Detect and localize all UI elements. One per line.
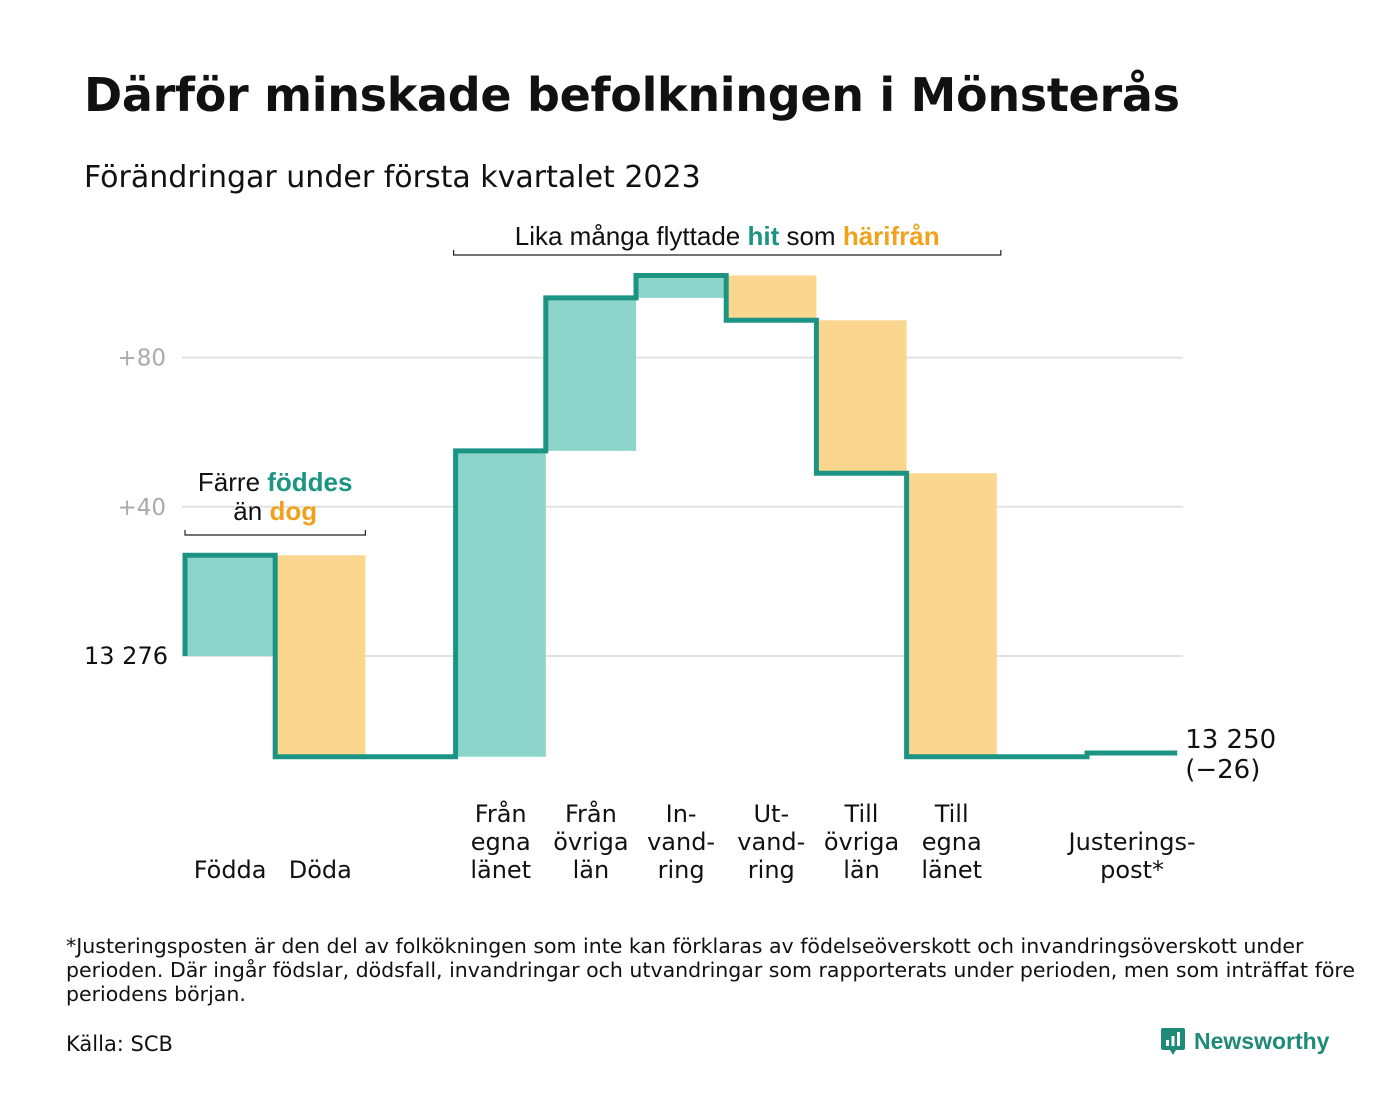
category-label: Döda — [289, 856, 352, 884]
category-label: vand- — [737, 828, 805, 856]
brand-name: Newsworthy — [1194, 1027, 1330, 1054]
category-label: egna — [922, 828, 982, 856]
annotation-births-deaths-line2: än dog — [233, 496, 317, 526]
category-label: övriga — [824, 828, 899, 856]
category-label: länet — [470, 856, 531, 884]
annotation-text: Lika många flyttade — [515, 221, 748, 251]
annotation-text: som — [779, 221, 843, 251]
annotation-text: än — [233, 496, 269, 526]
bar — [638, 275, 727, 298]
y-tick-label: +80 — [117, 346, 166, 372]
category-label: Från — [475, 799, 527, 828]
category-label: vand- — [647, 828, 715, 856]
category-label: Till — [844, 800, 879, 828]
category-label: Justerings- — [1067, 828, 1196, 856]
category-label: ring — [748, 856, 795, 884]
annotation-highlight-in: hit — [747, 221, 779, 251]
bar — [457, 450, 546, 757]
category-label: ring — [658, 856, 705, 884]
category-label: In- — [666, 800, 697, 828]
waterfall-line — [182, 273, 1178, 760]
bar — [908, 473, 997, 757]
y-tick-label: +40 — [117, 495, 166, 521]
annotation-highlight-died: dog — [269, 496, 317, 526]
category-label: Till — [934, 800, 969, 828]
end-change-label: (−26) — [1185, 755, 1260, 785]
bar — [728, 275, 817, 321]
source-note: Källa: SCB — [66, 1032, 173, 1056]
annotation-text: Färre — [198, 467, 267, 497]
category-label: egna — [471, 828, 531, 856]
category-label: länet — [921, 856, 982, 884]
footnote: *Justeringsposten är den del av folkökni… — [66, 934, 1355, 1006]
category-label: Ut- — [753, 800, 789, 828]
annotation-births-deaths: Färre föddes — [198, 467, 353, 497]
annotation-highlight-born: föddes — [267, 467, 352, 497]
brand-logo[interactable]: Newsworthy — [1160, 1026, 1329, 1056]
category-label: Från — [565, 799, 617, 828]
category-label: övriga — [553, 828, 628, 856]
bar — [818, 320, 907, 474]
bar — [187, 555, 276, 656]
chart-subtitle: Förändringar under första kvartalet 2023 — [84, 160, 701, 195]
annotation-bracket — [184, 530, 366, 536]
category-label: län — [573, 856, 610, 884]
start-value-label: 13 276 — [84, 642, 168, 670]
annotation-bracket — [453, 250, 1002, 256]
newsworthy-logo-icon — [1161, 1028, 1185, 1055]
category-label: Födda — [194, 856, 267, 884]
category-label: län — [843, 856, 880, 884]
category-label: post* — [1100, 856, 1164, 884]
bar — [277, 555, 366, 757]
end-value-label: 13 250 — [1185, 725, 1276, 755]
annotation-migration: Lika många flyttade hit som härifrån — [515, 221, 940, 251]
annotation-highlight-out: härifrån — [843, 221, 940, 251]
bar — [547, 297, 636, 451]
chart-title: Därför minskade befolkningen i Mönsterås — [84, 68, 1180, 122]
